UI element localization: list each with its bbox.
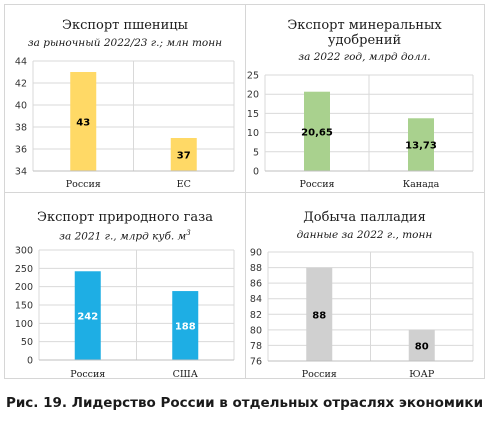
y-tick-label: 10 (247, 128, 259, 139)
y-tick-label: 34 (15, 167, 27, 178)
data-label: 242 (77, 312, 98, 323)
data-label: 43 (76, 118, 90, 129)
y-tick-label: 86 (250, 279, 262, 290)
x-category-label: Россия (299, 179, 334, 190)
y-tick-label: 76 (250, 357, 262, 368)
y-tick-label: 0 (27, 356, 33, 367)
bar-competitor (170, 138, 197, 171)
x-category-label: ЮАР (409, 369, 435, 378)
y-tick-label: 5 (253, 147, 259, 158)
chart-subtitle: за 2022 год, млрд долл. (298, 51, 431, 63)
chart-subtitle-text: за 2021 г., млрд куб. м (59, 230, 187, 243)
x-category-label: Канада (403, 179, 440, 190)
y-tick-label: 300 (15, 246, 33, 257)
chart-plot-gas: 0 50 100 150 200 250 300 242 Россия 188 США (15, 246, 235, 378)
chart-title: Добыча палладия (303, 210, 426, 225)
chart-subtitle-sup: 3 (186, 229, 191, 237)
figure-caption: Рис. 19. Лидерство России в отдельных от… (5, 395, 484, 411)
x-category-label: Россия (302, 369, 337, 378)
bar-russia (74, 271, 101, 360)
chart-title: Экспорт минеральных удобрений (287, 18, 442, 48)
y-tick-label: 88 (250, 263, 262, 274)
panel-palladium-mining: Добыча палладия данные за 2022 г., тонн … (245, 192, 484, 378)
y-tick-label: 36 (15, 145, 27, 156)
bar-russia (304, 91, 330, 171)
data-label: 20,65 (301, 127, 333, 138)
bar-russia (306, 267, 333, 361)
y-tick-label: 84 (250, 294, 262, 305)
y-tick-label: 15 (247, 109, 259, 120)
data-label: 13,73 (405, 141, 437, 152)
chart-grid: Экспорт пшеницы за рыночный 2022/23 г.; … (4, 4, 485, 379)
y-tick-label: 25 (247, 71, 259, 82)
chart-title: Экспорт природного газа (37, 210, 213, 225)
x-category-label: ЕС (177, 179, 191, 190)
chart-title: Экспорт пшеницы (62, 18, 188, 33)
bar-competitor (408, 118, 434, 171)
chart-plot-palladium: 76 78 80 82 84 86 88 90 88 Россия 80 ЮАР (250, 248, 474, 378)
x-category-label: Россия (66, 179, 101, 190)
y-tick-label: 42 (15, 79, 27, 90)
y-tick-label: 38 (15, 123, 27, 134)
bar-competitor (172, 291, 199, 360)
panel-wheat-export: Экспорт пшеницы за рыночный 2022/23 г.; … (5, 5, 246, 193)
y-tick-label: 200 (15, 282, 33, 293)
y-tick-label: 0 (253, 167, 259, 178)
chart-subtitle: за рыночный 2022/23 г.; млн тонн (27, 37, 223, 49)
y-tick-label: 90 (250, 248, 262, 259)
data-label: 37 (177, 151, 191, 162)
panel-gas-export: Экспорт природного газа за 2021 г., млрд… (5, 192, 246, 378)
y-tick-label: 100 (15, 319, 33, 330)
data-label: 88 (312, 310, 326, 321)
chart-plot-fertilizer: 0 5 10 15 20 25 20,65 Россия 13,73 Канада (247, 71, 474, 190)
y-tick-label: 80 (250, 325, 262, 336)
panel-fertilizer-export: Экспорт минеральных удобрений за 2022 го… (245, 5, 484, 193)
x-category-label: США (173, 369, 199, 378)
y-tick-label: 82 (250, 310, 262, 321)
chart-plot-wheat: 34 36 38 40 42 44 43 Россия 37 ЕС (15, 57, 235, 190)
y-tick-label: 150 (15, 301, 33, 312)
y-tick-label: 50 (21, 337, 33, 348)
bar-russia (70, 72, 97, 171)
data-label: 188 (175, 322, 196, 333)
data-label: 80 (415, 341, 429, 352)
y-tick-label: 78 (250, 341, 262, 352)
y-tick-label: 250 (15, 264, 33, 275)
y-tick-label: 40 (15, 101, 27, 112)
y-tick-label: 44 (15, 57, 27, 68)
chart-subtitle: данные за 2022 г., тонн (296, 229, 433, 241)
bar-competitor (408, 329, 435, 361)
chart-subtitle: за 2021 г., млрд куб. м3 (5, 229, 245, 243)
x-category-label: Россия (70, 369, 105, 378)
y-tick-label: 20 (247, 90, 259, 101)
